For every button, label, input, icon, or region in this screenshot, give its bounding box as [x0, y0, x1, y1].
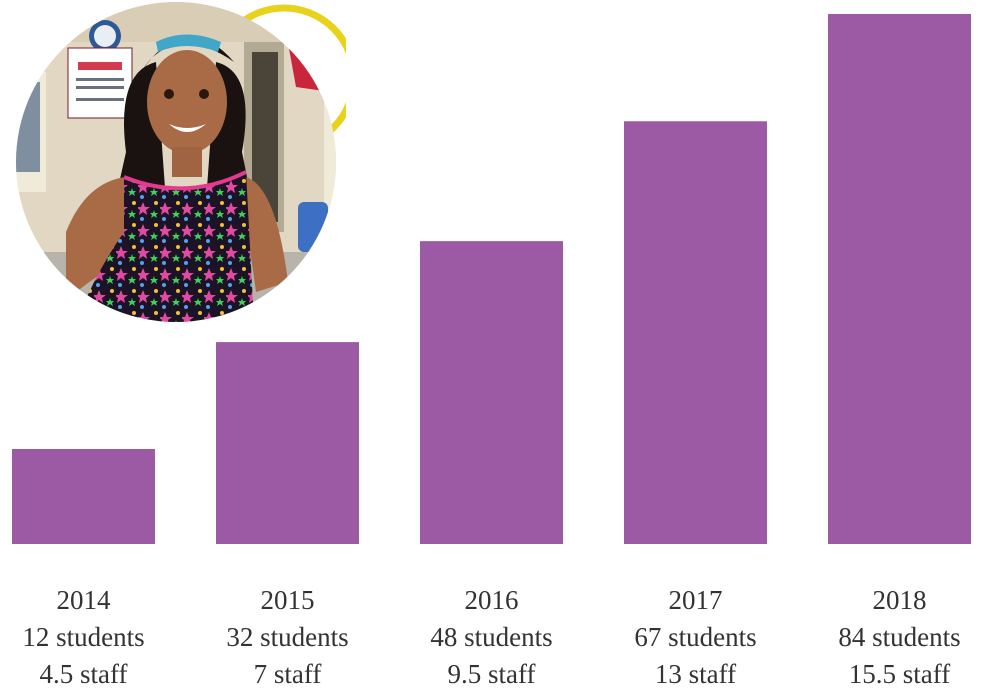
year-label: 2017: [601, 582, 791, 619]
staff-label: 13 staff: [601, 656, 791, 693]
photo-of-girl-in-swimsuit-icon: [6, 2, 346, 322]
year-label: 2014: [0, 582, 179, 619]
bar-2016: [420, 241, 563, 544]
category-label-2015: 2015 32 students 7 staff: [193, 582, 383, 693]
category-label-2017: 2017 67 students 13 staff: [601, 582, 791, 693]
staff-label: 7 staff: [193, 656, 383, 693]
year-label: 2015: [193, 582, 383, 619]
staff-label: 15.5 staff: [805, 656, 986, 693]
students-label: 48 students: [397, 619, 587, 656]
students-label: 12 students: [0, 619, 179, 656]
bar-2017: [624, 121, 767, 544]
staff-label: 9.5 staff: [397, 656, 587, 693]
students-label: 67 students: [601, 619, 791, 656]
category-label-2018: 2018 84 students 15.5 staff: [805, 582, 986, 693]
staff-label: 4.5 staff: [0, 656, 179, 693]
category-label-2016: 2016 48 students 9.5 staff: [397, 582, 587, 693]
year-label: 2016: [397, 582, 587, 619]
bar-2014: [12, 449, 155, 544]
students-label: 32 students: [193, 619, 383, 656]
bar-2018: [828, 14, 971, 544]
category-label-2014: 2014 12 students 4.5 staff: [0, 582, 179, 693]
bar-2015: [216, 342, 359, 544]
year-label: 2018: [805, 582, 986, 619]
students-label: 84 students: [805, 619, 986, 656]
